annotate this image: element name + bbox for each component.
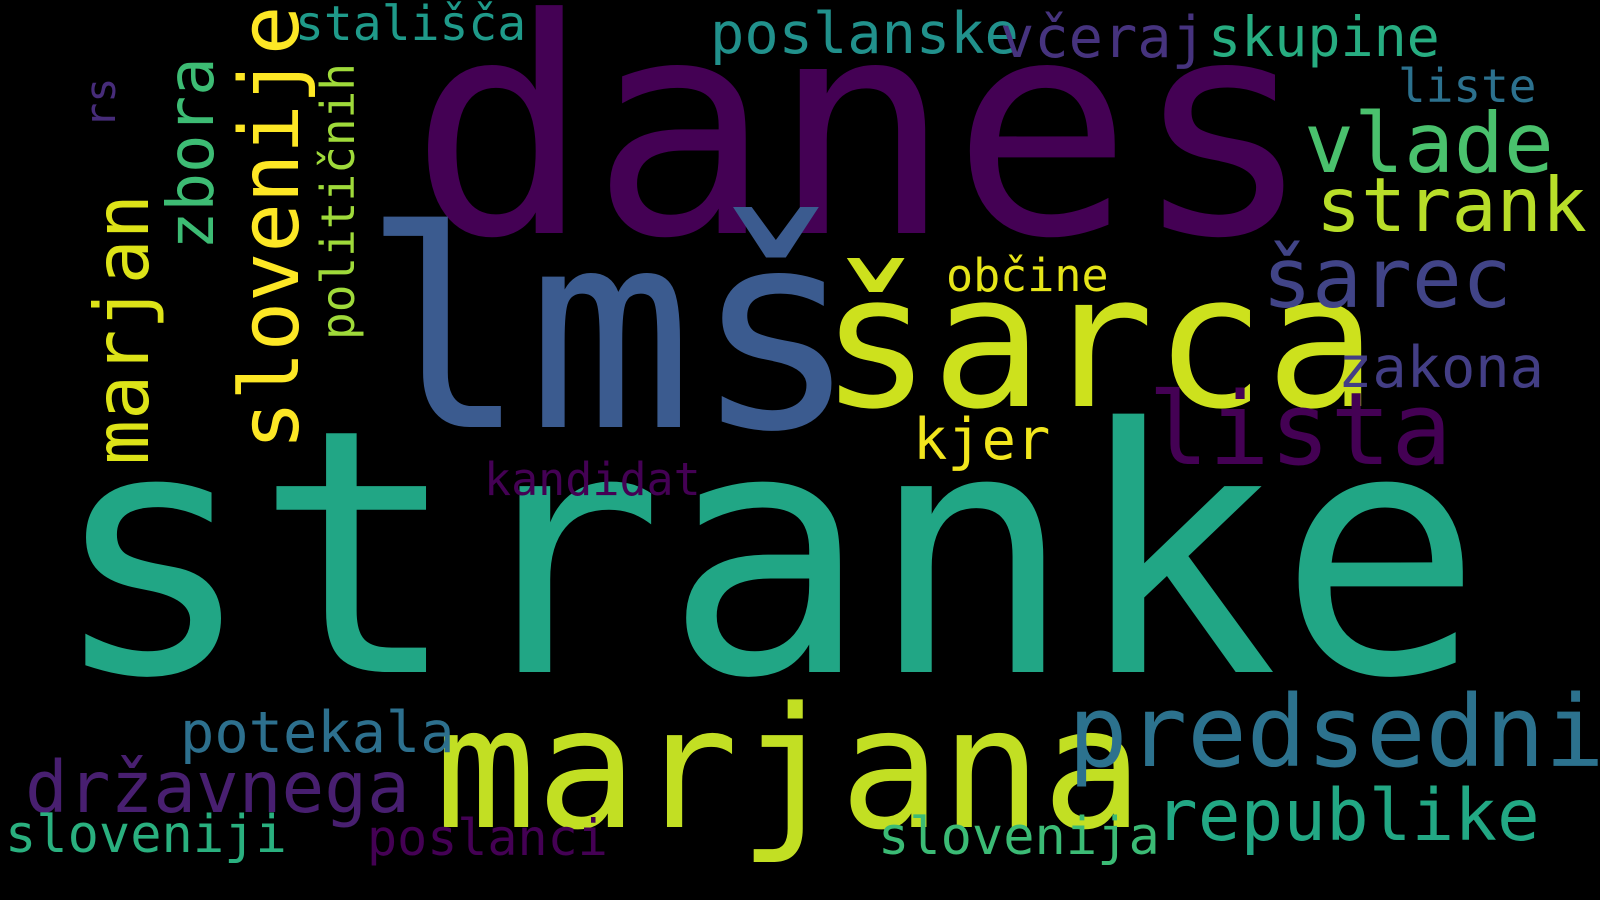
word-drzavnega: državnega [25, 746, 410, 829]
word-stalisca: stališča [295, 0, 527, 52]
word-republike: republike [1155, 774, 1540, 857]
word-strank: strank [1316, 161, 1587, 249]
word-skupine: skupine [1208, 5, 1440, 69]
word-liste: liste [1398, 59, 1537, 113]
word-zbora: zbora [155, 57, 229, 250]
word-marjana: marjana [435, 671, 1144, 867]
word-danes: danes [410, 0, 1314, 304]
word-stranke: stranke [50, 357, 1483, 753]
word-predsednik: predsednik [1068, 675, 1600, 790]
word-slovenija: slovenija [878, 807, 1160, 867]
word-obcine: občine [946, 249, 1109, 302]
word-marjan: marjan [78, 194, 166, 465]
word-kandidat: kandidat [484, 453, 701, 506]
word-vceraj: včeraj [1000, 5, 1206, 71]
word-lista: lista [1148, 370, 1453, 488]
word-potekala: potekala [180, 700, 455, 766]
word-vlade: vlade [1304, 95, 1554, 192]
word-poslanske: poslanske [710, 1, 1019, 67]
word-sarec: šarec [1262, 230, 1512, 327]
word-slovenije: slovenije [223, 5, 318, 450]
word-sarca: šarca [820, 234, 1377, 450]
word-lms: lmš [362, 172, 859, 492]
word-poslanci: poslanci [367, 809, 608, 867]
word-politicnih: političnih [311, 63, 365, 340]
word-zakona: zakona [1338, 335, 1544, 401]
word-rs: rs [76, 77, 125, 128]
word-sloveniji: sloveniji [5, 805, 287, 865]
word-kjer: kjer [913, 407, 1051, 473]
